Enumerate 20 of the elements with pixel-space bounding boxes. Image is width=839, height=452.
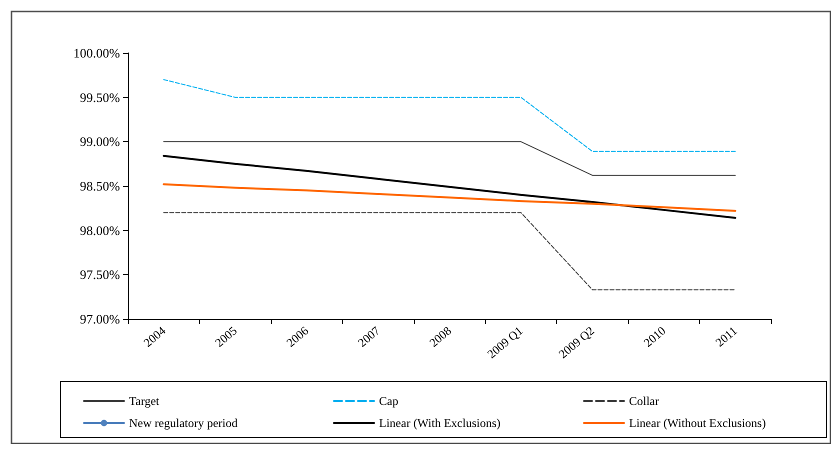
legend-label: Target	[129, 394, 160, 408]
legend-label: New regulatory period	[129, 416, 238, 430]
x-tick-label: 2009 Q1	[484, 324, 526, 362]
legend-label: Collar	[629, 394, 659, 408]
x-tick-label: 2008	[426, 324, 454, 350]
legend-label: Cap	[379, 394, 398, 408]
x-tick-label: 2009 Q2	[556, 324, 597, 362]
y-tick-label: 97.50%	[80, 267, 120, 282]
y-tick-label: 99.00%	[80, 134, 120, 150]
y-tick-label: 100.00%	[73, 46, 120, 60]
legend-label: Linear (With Exclusions)	[379, 416, 500, 430]
line-series	[162, 183, 736, 212]
line-series	[162, 154, 736, 219]
y-tick-label: 98.50%	[80, 178, 120, 194]
y-tick-label: 97.00%	[80, 312, 120, 326]
y-tick-label: 98.00%	[80, 222, 120, 238]
x-tick-label: 2011	[712, 324, 740, 350]
legend-label: Linear (Without Exclusions)	[629, 416, 766, 430]
x-tick-label: 2010	[640, 324, 668, 350]
y-tick-label: 99.50%	[80, 90, 120, 105]
